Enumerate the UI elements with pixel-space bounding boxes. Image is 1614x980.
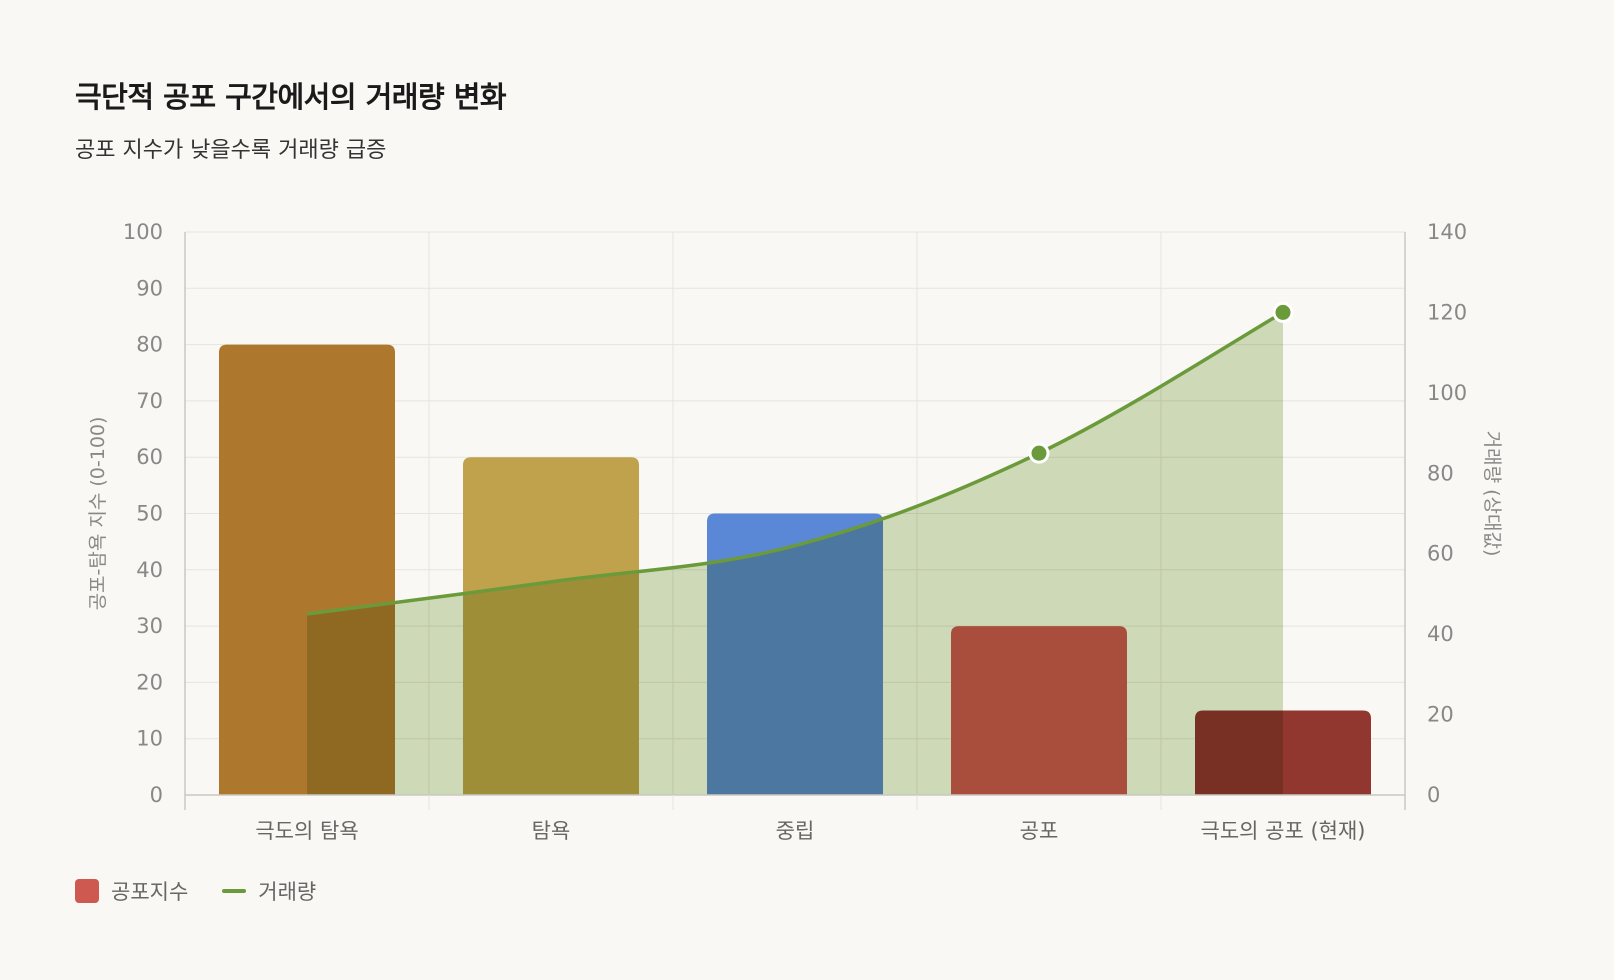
legend: 공포지수 거래량 bbox=[75, 876, 350, 906]
y2-tick-label: 140 bbox=[1427, 220, 1467, 244]
y-tick-label: 60 bbox=[136, 445, 163, 469]
y2-axis-title: 거래량 (상대값) bbox=[1481, 431, 1503, 557]
legend-item-volume[interactable]: 거래량 bbox=[222, 876, 316, 906]
y-tick-label: 70 bbox=[136, 389, 163, 413]
y-axis-title: 공포-탐욕 지수 (0-100) bbox=[87, 417, 109, 611]
y-tick-label: 100 bbox=[123, 220, 163, 244]
volume-area bbox=[307, 312, 1283, 795]
legend-swatch-volume bbox=[222, 889, 247, 893]
chart-title: 극단적 공포 구간에서의 거래량 변화 bbox=[75, 80, 507, 114]
y2-tick-label: 60 bbox=[1427, 542, 1454, 566]
y2-tick-label: 20 bbox=[1427, 703, 1454, 727]
legend-label-volume: 거래량 bbox=[258, 880, 317, 904]
y-tick-label: 30 bbox=[136, 614, 163, 638]
x-tick-label: 공포 bbox=[1020, 819, 1059, 843]
y-tick-label: 40 bbox=[136, 558, 163, 582]
y-tick-label: 80 bbox=[136, 333, 163, 357]
y2-tick-label: 100 bbox=[1427, 381, 1467, 405]
volume-point-4[interactable] bbox=[1272, 301, 1294, 323]
x-tick-label: 극도의 탐욕 bbox=[255, 819, 358, 843]
chart-subtitle: 공포 지수가 낮을수록 거래량 급증 bbox=[75, 138, 387, 163]
x-tick-label: 탐욕 bbox=[532, 819, 571, 843]
y-tick-label: 0 bbox=[150, 783, 163, 807]
y-tick-label: 10 bbox=[136, 727, 163, 751]
x-tick-label: 중립 bbox=[776, 819, 815, 843]
y2-tick-label: 80 bbox=[1427, 461, 1454, 485]
y2-tick-label: 40 bbox=[1427, 622, 1454, 646]
legend-swatch-fear-index bbox=[75, 879, 99, 903]
y-tick-label: 20 bbox=[136, 670, 163, 694]
y-tick-label: 50 bbox=[136, 502, 163, 526]
x-tick-label: 극도의 공포 (현재) bbox=[1201, 819, 1366, 843]
legend-item-fear-index[interactable]: 공포지수 bbox=[75, 876, 188, 906]
y2-tick-label: 120 bbox=[1427, 300, 1467, 324]
y2-tick-label: 0 bbox=[1427, 783, 1440, 807]
volume-line bbox=[306, 310, 1284, 616]
y-tick-label: 90 bbox=[136, 276, 163, 300]
volume-point-3[interactable] bbox=[1028, 442, 1050, 464]
legend-label-fear-index: 공포지수 bbox=[111, 880, 189, 904]
